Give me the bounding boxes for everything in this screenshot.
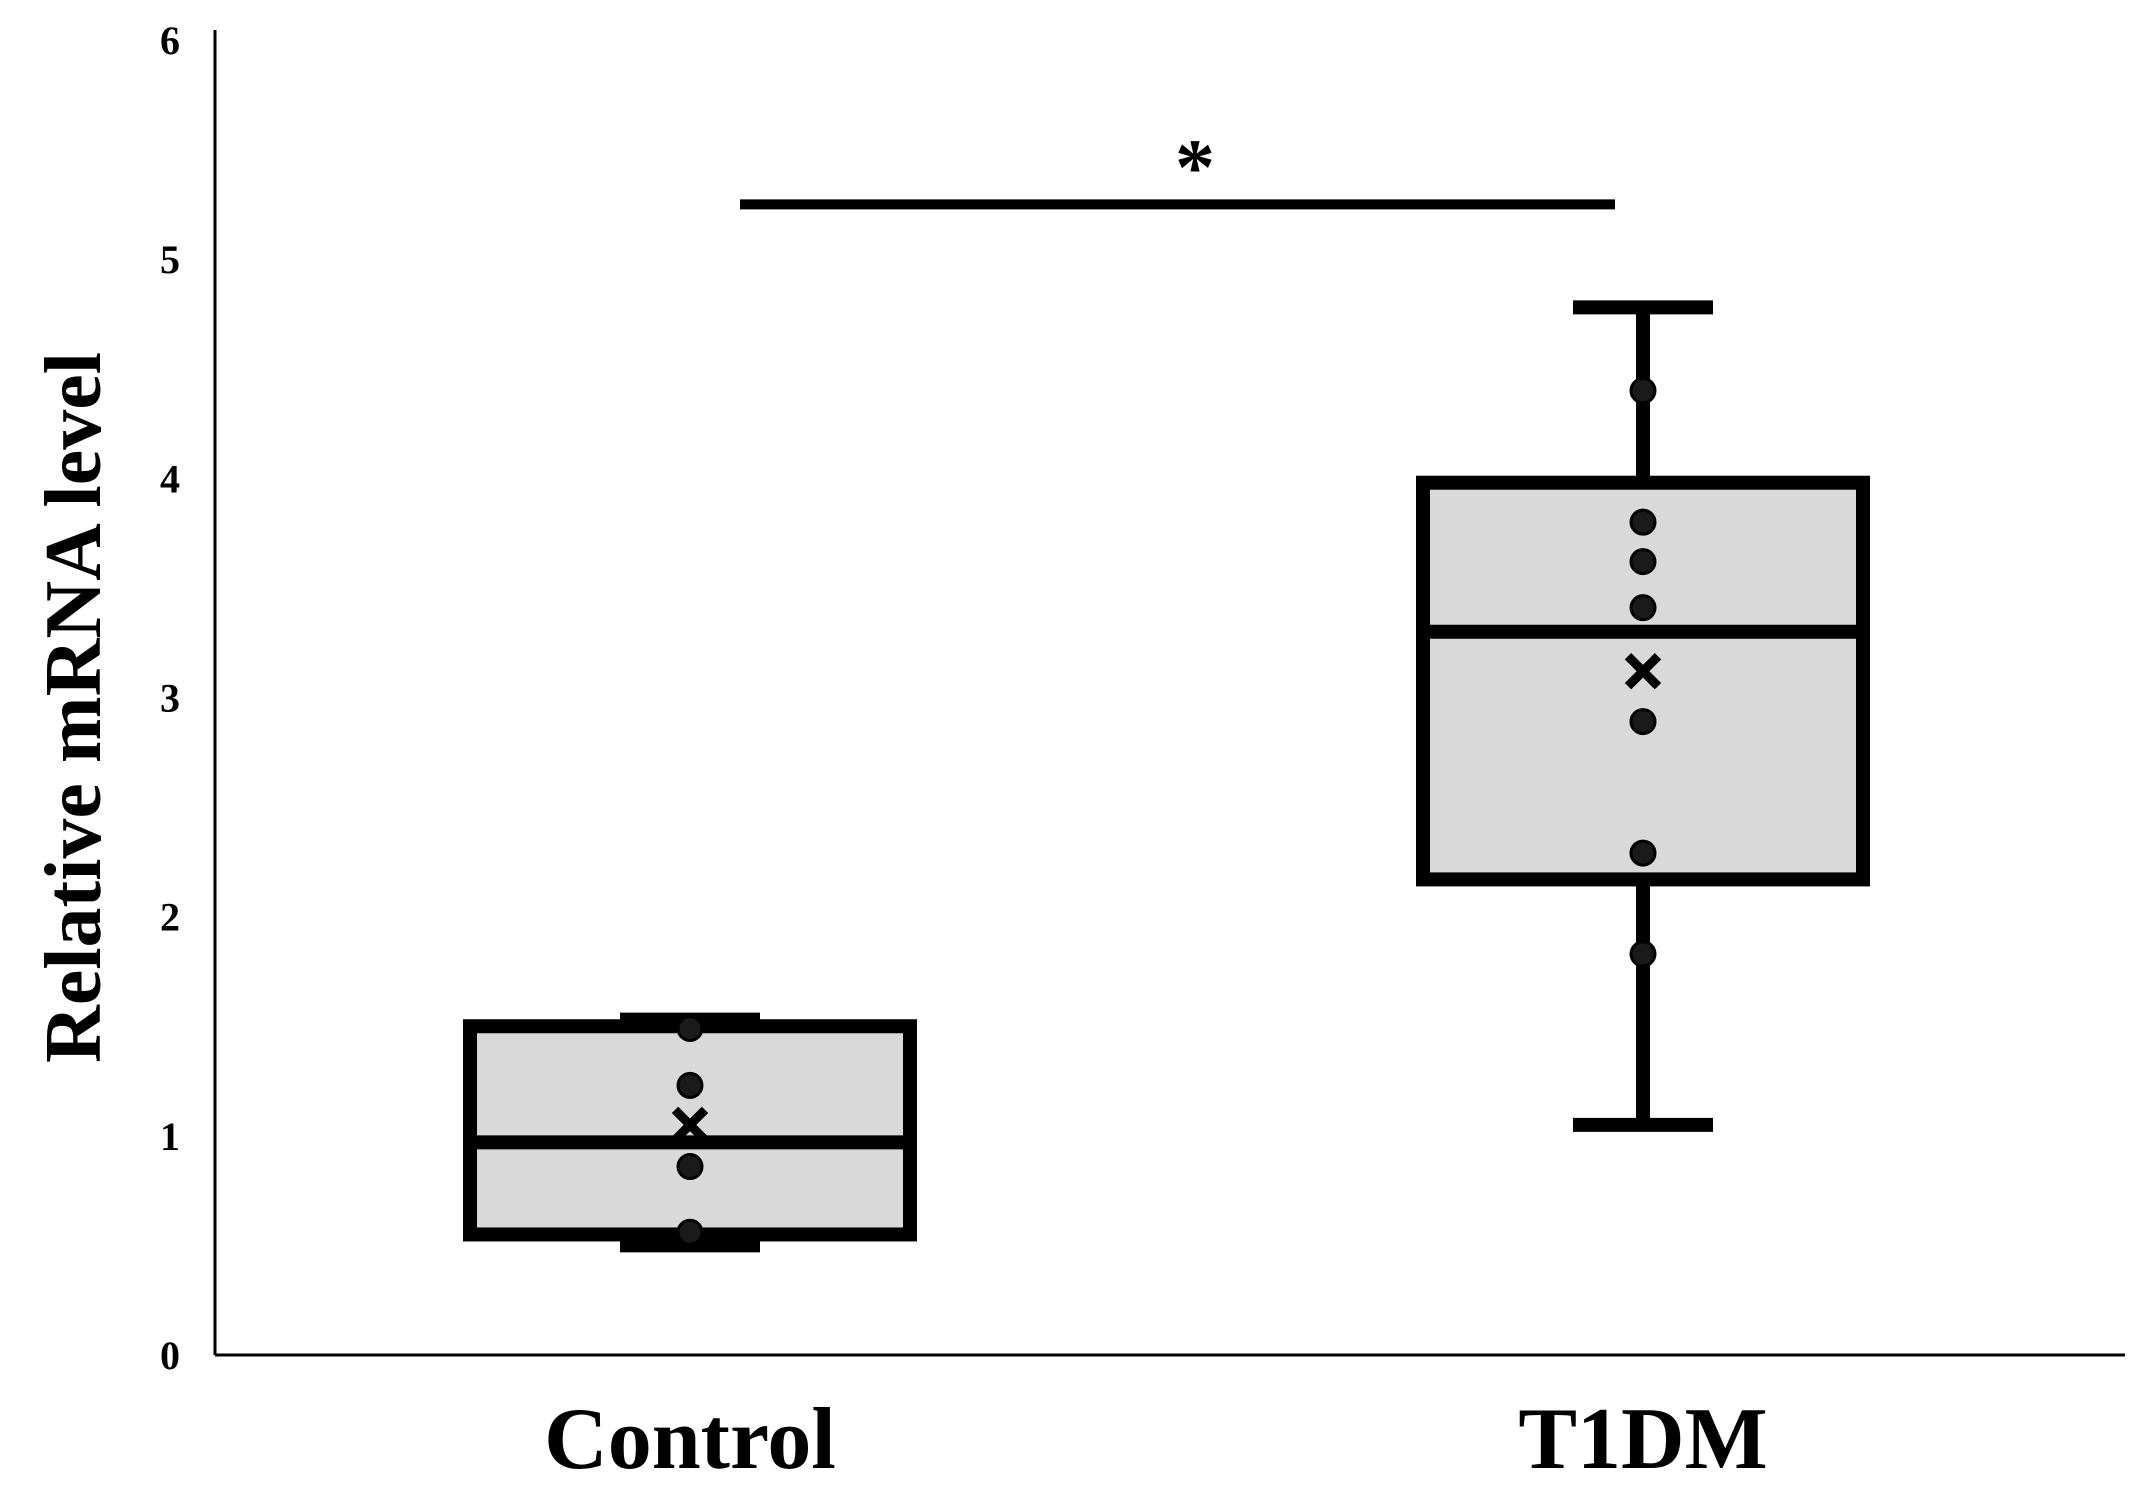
data-point-4 bbox=[1629, 708, 1657, 736]
y-tick-label-6: 6 bbox=[160, 18, 180, 63]
data-point-0 bbox=[1629, 377, 1657, 405]
data-point-6 bbox=[1629, 940, 1657, 968]
box-group-t1dm bbox=[1416, 300, 1870, 1132]
mean-marker bbox=[1624, 653, 1662, 690]
data-point-2 bbox=[676, 1153, 704, 1181]
significance-label: * bbox=[1175, 124, 1215, 212]
mean-marker bbox=[671, 1106, 709, 1144]
data-point-3 bbox=[1629, 594, 1657, 622]
x-category-label-control: Control bbox=[544, 1391, 836, 1488]
data-point-0 bbox=[676, 1014, 704, 1042]
y-tick-label-4: 4 bbox=[160, 456, 180, 501]
y-tick-label-1: 1 bbox=[160, 1114, 180, 1159]
data-point-2 bbox=[1629, 548, 1657, 576]
y-tick-label-5: 5 bbox=[160, 237, 180, 282]
data-point-1 bbox=[1629, 508, 1657, 536]
y-axis-title: Relative mRNA level bbox=[30, 352, 118, 1063]
mean-marker-stroke-b bbox=[671, 1106, 709, 1144]
data-point-3 bbox=[676, 1218, 704, 1246]
box-iqr bbox=[1416, 475, 1870, 887]
data-point-5 bbox=[1629, 839, 1657, 867]
x-category-label-t1dm: T1DM bbox=[1518, 1391, 1767, 1488]
y-tick-label-0: 0 bbox=[160, 1333, 180, 1378]
mean-marker-stroke-b bbox=[1624, 653, 1662, 690]
box-group-control bbox=[463, 1012, 917, 1253]
y-tick-label-3: 3 bbox=[160, 676, 180, 721]
y-tick-label-2: 2 bbox=[160, 895, 180, 940]
data-point-1 bbox=[676, 1071, 704, 1099]
